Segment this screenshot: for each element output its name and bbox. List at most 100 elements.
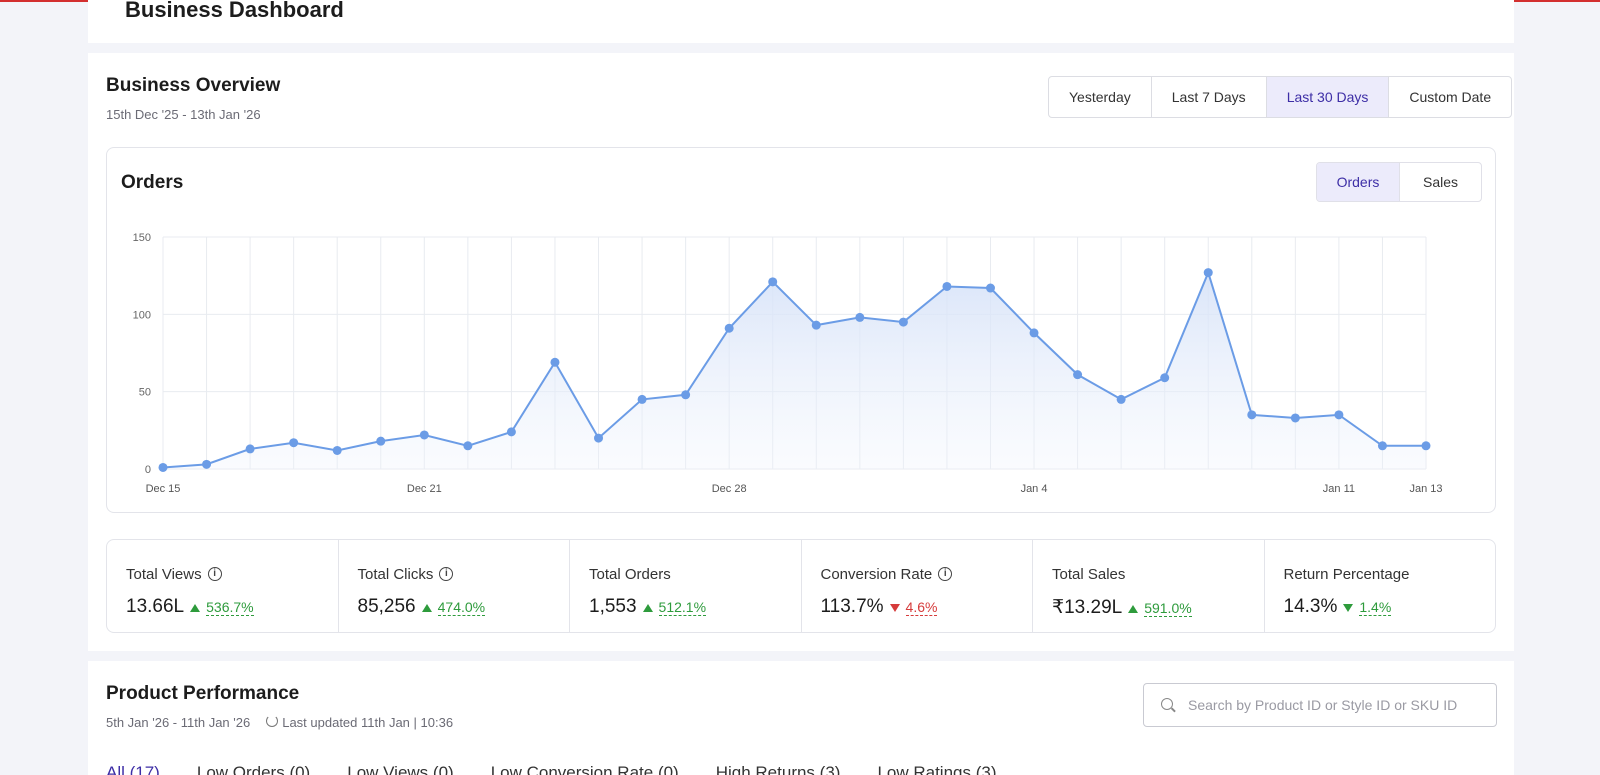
data-point	[332, 445, 342, 455]
stat-value: 13.66L	[126, 596, 185, 617]
date-range-selector: Yesterday Last 7 Days Last 30 Days Custom D…	[1048, 76, 1513, 118]
data-point	[289, 438, 299, 448]
tab-high-returns-3[interactable]: High Returns (3)	[715, 763, 841, 775]
x-tick-label: Jan 13	[1409, 483, 1442, 495]
data-point	[985, 283, 995, 293]
info-icon[interactable]: i	[439, 567, 454, 581]
data-point	[419, 430, 429, 440]
tab-low-orders-0[interactable]: Low Orders (0)	[196, 763, 311, 775]
tab-low-views-0[interactable]: Low Views (0)	[347, 763, 454, 775]
product-performance-meta: 5th Jan '26 - 11th Jan '26 Last updated …	[106, 715, 453, 730]
stat-change[interactable]: 1.4%	[1359, 599, 1392, 616]
stat-value: 85,256	[357, 596, 416, 617]
arrow-up-icon	[642, 604, 653, 612]
stat-value-row: 85,256 474.0%	[358, 596, 570, 618]
range-last-7-days-button[interactable]: Last 7 Days	[1152, 77, 1267, 117]
range-yesterday-button[interactable]: Yesterday	[1049, 77, 1152, 117]
stat-value: 1,553	[589, 596, 637, 617]
data-point	[202, 459, 212, 469]
stat-change[interactable]: 512.1%	[658, 599, 707, 616]
data-point	[768, 277, 778, 287]
stat-label-text: Total Sales	[1052, 565, 1126, 583]
series-area	[163, 272, 1426, 469]
stat-return-percentage: Return Percentage 14.3% 1.4%	[1265, 540, 1496, 632]
stat-label-text: Total Views	[126, 565, 202, 583]
data-point	[463, 441, 473, 451]
y-tick-label: 100	[133, 309, 151, 321]
stat-total-sales: Total Sales ₹13.29L 591.0%	[1033, 540, 1265, 632]
stat-label: Total Orders	[589, 564, 801, 584]
data-point	[550, 357, 560, 367]
stat-value-row: ₹13.29L 591.0%	[1052, 596, 1264, 619]
data-point	[1029, 328, 1039, 338]
stat-label: Conversion Rate i	[821, 564, 1033, 584]
stat-value-row: 14.3% 1.4%	[1284, 596, 1496, 618]
toggle-orders-button[interactable]: Orders	[1317, 163, 1399, 201]
arrow-down-icon	[889, 604, 900, 612]
product-performance-title: Product Performance	[106, 683, 300, 704]
stat-change[interactable]: 591.0%	[1144, 600, 1192, 617]
stat-label-text: Total Orders	[589, 565, 671, 583]
x-tick-label: Dec 15	[146, 483, 181, 495]
data-point	[506, 427, 516, 437]
stat-total-views: Total Views i 13.66L 536.7%	[107, 540, 339, 632]
data-point	[1377, 441, 1387, 451]
tab-all-17[interactable]: All (17)	[106, 763, 160, 775]
tab-low-ratings-3[interactable]: Low Ratings (3)	[877, 763, 997, 775]
stat-change[interactable]: 536.7%	[206, 599, 254, 616]
search-input[interactable]	[1188, 697, 1488, 713]
overview-title: Business Overview	[106, 75, 281, 96]
data-point	[942, 281, 952, 291]
stat-label: Return Percentage	[1284, 564, 1496, 584]
data-point	[1116, 394, 1126, 404]
data-point	[1334, 410, 1344, 420]
metric-toggle: Orders Sales	[1316, 162, 1482, 202]
business-overview-card: Business Overview 15th Dec '25 - 13th Ja…	[88, 53, 1514, 651]
arrow-up-icon	[190, 604, 201, 612]
y-tick-label: 0	[145, 464, 151, 476]
stat-label-text: Total Clicks	[357, 565, 434, 583]
info-icon[interactable]: i	[938, 567, 953, 581]
data-point	[1160, 373, 1170, 383]
product-performance-card: Product Performance 5th Jan '26 - 11th J…	[88, 661, 1514, 775]
search-icon	[1161, 698, 1175, 712]
stat-label: Total Sales	[1052, 564, 1264, 584]
data-point	[855, 312, 865, 322]
data-point	[1203, 268, 1213, 278]
stat-change[interactable]: 474.0%	[437, 599, 486, 616]
info-icon[interactable]: i	[207, 567, 222, 581]
stat-value: 113.7%	[820, 596, 884, 617]
stat-label: Total Views i	[126, 564, 338, 584]
stat-value-row: 113.7% 4.6%	[821, 596, 1033, 618]
last-updated: Last updated 11th Jan | 10:36	[266, 715, 453, 730]
arrow-up-icon	[421, 604, 432, 612]
data-point	[1421, 441, 1431, 451]
stat-value-row: 1,553 512.1%	[589, 596, 801, 618]
range-last-30-days-button[interactable]: Last 30 Days	[1266, 77, 1390, 117]
overview-date-range: 15th Dec '25 - 13th Jan '26	[106, 107, 261, 122]
y-tick-label: 50	[139, 387, 151, 399]
stat-conversion-rate: Conversion Rate i 113.7% 4.6%	[802, 540, 1033, 632]
stat-value: ₹13.29L	[1052, 597, 1123, 618]
chart-title: Orders	[121, 172, 184, 193]
data-point	[376, 436, 386, 446]
range-custom-date-button[interactable]: Custom Date	[1409, 89, 1492, 105]
data-point	[1073, 370, 1083, 380]
orders-chart-card: Orders Orders Sales 0 50 100 150 Dec 15 Dec 21…	[106, 147, 1496, 513]
data-point	[898, 317, 908, 327]
x-tick-label: Jan 4	[1021, 483, 1048, 495]
arrow-up-icon	[1128, 605, 1139, 613]
data-point	[637, 394, 647, 404]
refresh-icon[interactable]	[266, 715, 279, 727]
data-point	[681, 390, 691, 400]
orders-line-chart: 0 50 100 150 Dec 15 Dec 21 Dec 28 Jan 4 Jan 11 Ja…	[133, 232, 1443, 495]
stat-label-text: Return Percentage	[1283, 565, 1410, 583]
stat-change[interactable]: 4.6%	[905, 599, 938, 616]
stat-label: Total Clicks i	[358, 564, 570, 584]
arrow-down-icon	[1343, 604, 1354, 612]
stat-total-orders: Total Orders 1,553 512.1%	[570, 540, 802, 632]
page-title: Business Dashboard	[125, 0, 344, 22]
y-tick-label: 150	[133, 232, 151, 244]
toggle-sales-button[interactable]: Sales	[1399, 163, 1481, 201]
tab-low-conversion-rate-0[interactable]: Low Conversion Rate (0)	[490, 763, 679, 775]
